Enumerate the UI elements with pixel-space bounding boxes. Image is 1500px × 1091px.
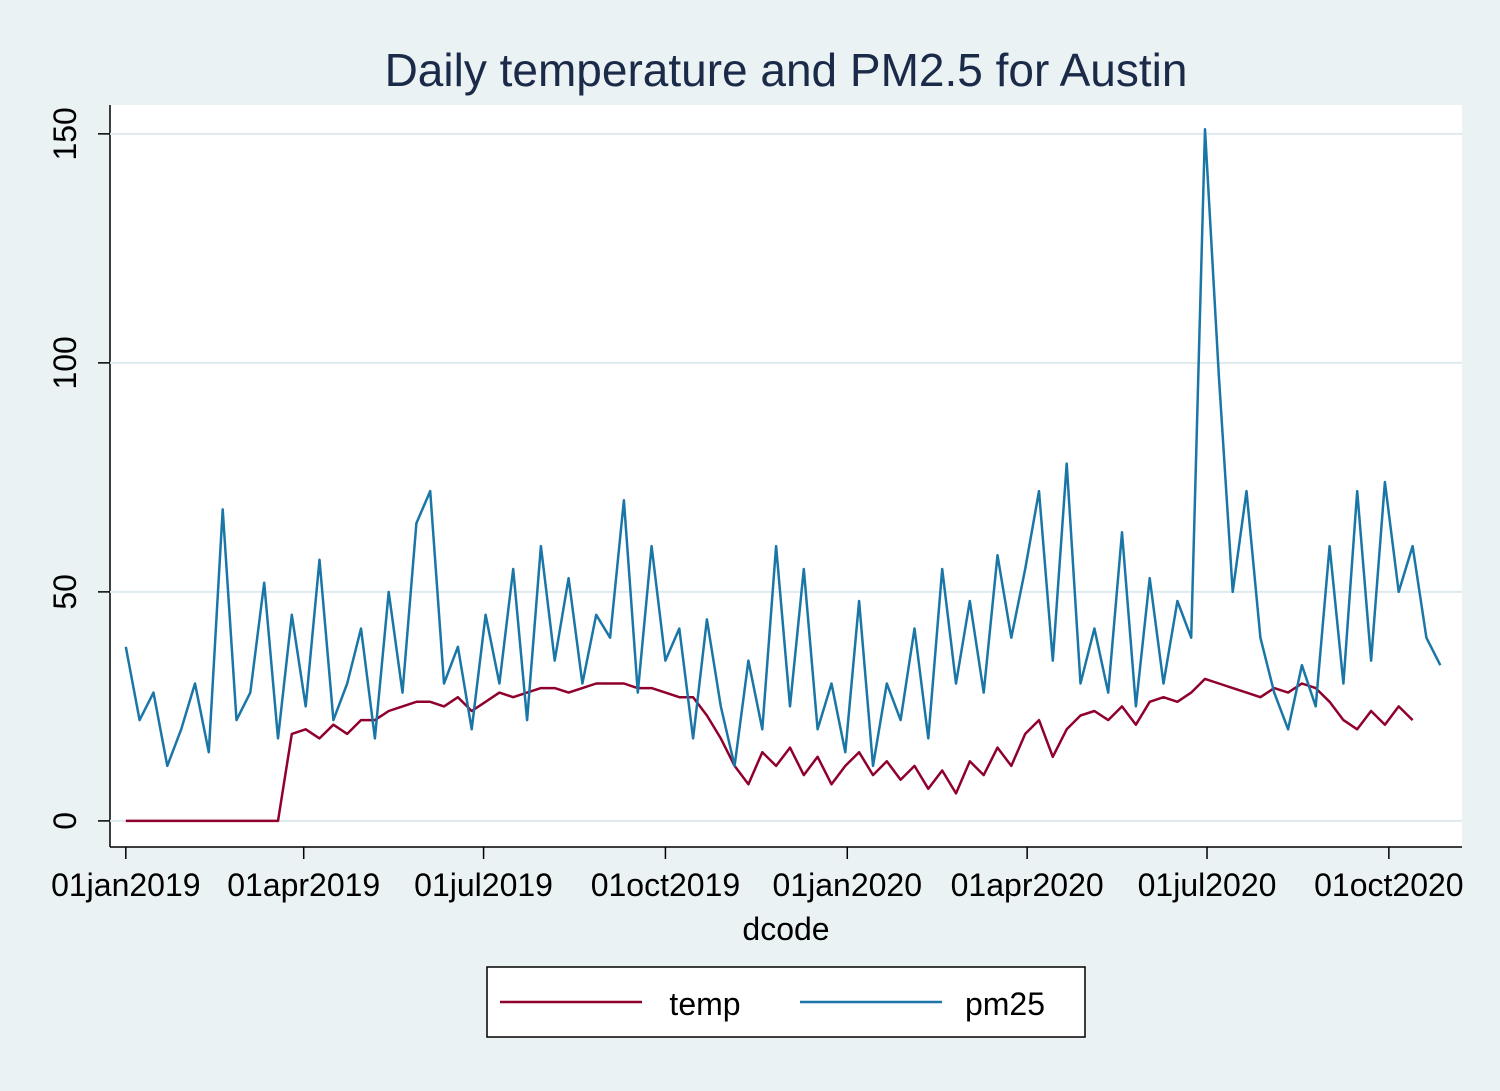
x-tick-label: 01oct2020 bbox=[1314, 867, 1463, 903]
series-line bbox=[124, 128, 1442, 768]
x-tick-label: 01jan2020 bbox=[773, 867, 922, 903]
series-line bbox=[125, 677, 1414, 823]
x-axis-label: dcode bbox=[742, 911, 829, 947]
plot-area bbox=[110, 105, 1462, 847]
y-tick-label: 0 bbox=[47, 812, 83, 830]
chart-title: Daily temperature and PM2.5 for Austin bbox=[385, 44, 1188, 96]
y-tick-label: 50 bbox=[47, 574, 83, 610]
x-tick-label: 01jul2020 bbox=[1138, 867, 1277, 903]
legend-label: pm25 bbox=[965, 986, 1045, 1022]
y-tick-label: 100 bbox=[47, 336, 83, 389]
x-tick-label: 01oct2019 bbox=[591, 867, 740, 903]
y-tick-label: 150 bbox=[47, 107, 83, 160]
legend-label: temp bbox=[669, 986, 740, 1022]
x-tick-label: 01jul2019 bbox=[414, 867, 553, 903]
x-tick-label: 01apr2020 bbox=[951, 867, 1104, 903]
x-tick-label: 01apr2019 bbox=[227, 867, 380, 903]
x-tick-label: 01jan2019 bbox=[51, 867, 200, 903]
